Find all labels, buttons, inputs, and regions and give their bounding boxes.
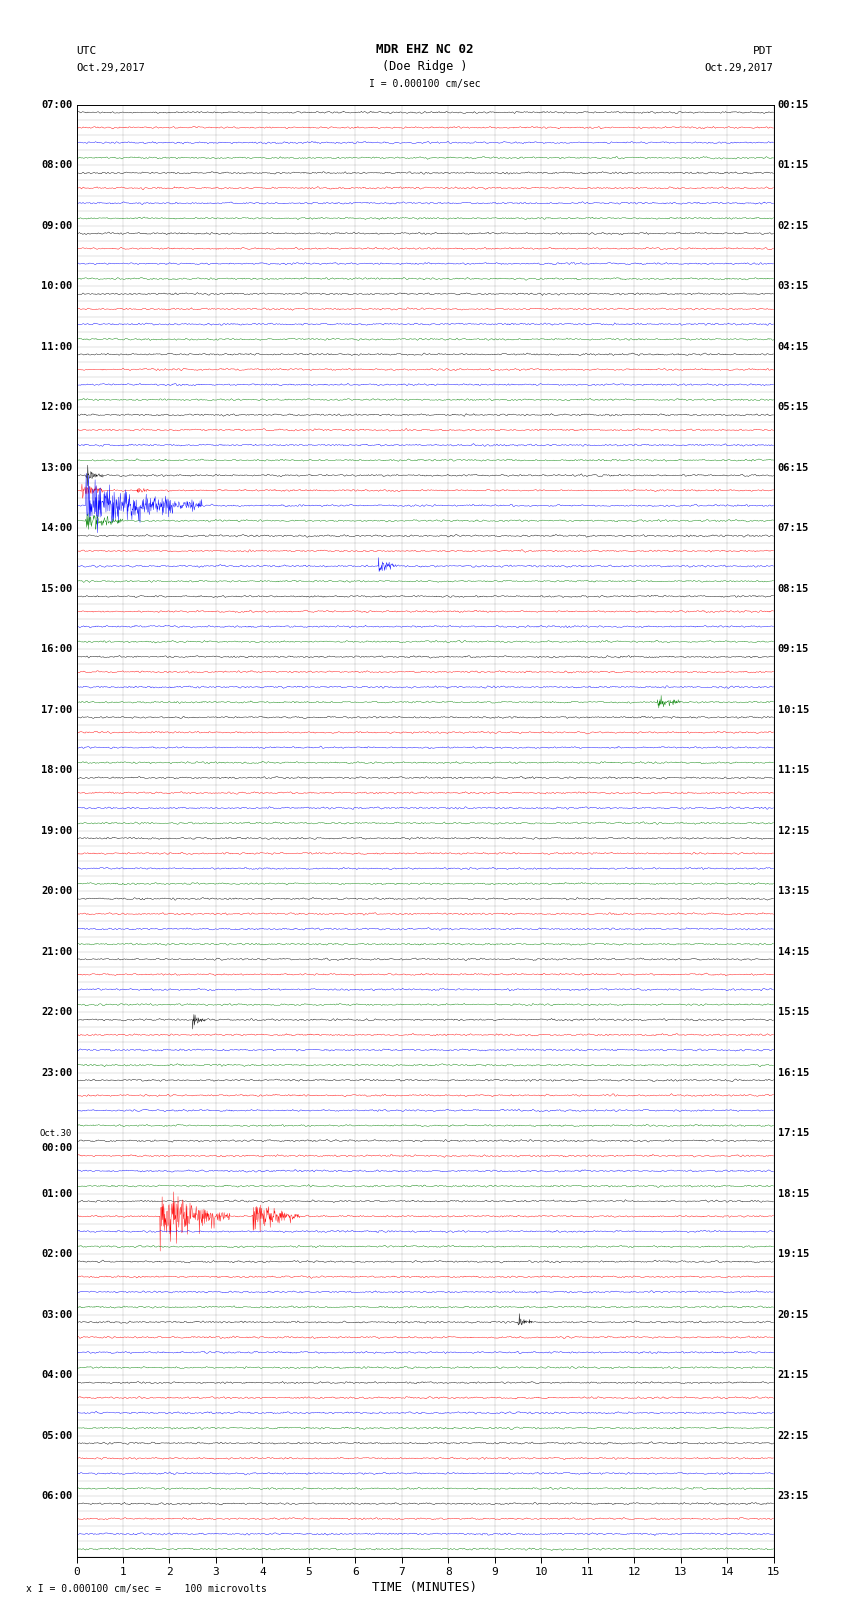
Text: 03:00: 03:00 bbox=[41, 1310, 72, 1319]
Text: 07:15: 07:15 bbox=[778, 523, 809, 534]
Text: 12:15: 12:15 bbox=[778, 826, 809, 836]
Text: 18:00: 18:00 bbox=[41, 765, 72, 776]
Text: 03:15: 03:15 bbox=[778, 281, 809, 292]
Text: 16:00: 16:00 bbox=[41, 644, 72, 655]
Text: 15:15: 15:15 bbox=[778, 1007, 809, 1018]
Text: 18:15: 18:15 bbox=[778, 1189, 809, 1198]
Text: x I = 0.000100 cm/sec =    100 microvolts: x I = 0.000100 cm/sec = 100 microvolts bbox=[26, 1584, 266, 1594]
Text: 01:15: 01:15 bbox=[778, 160, 809, 171]
Text: 12:00: 12:00 bbox=[41, 402, 72, 413]
Text: 08:00: 08:00 bbox=[41, 160, 72, 171]
Text: 17:15: 17:15 bbox=[778, 1127, 809, 1139]
Text: I = 0.000100 cm/sec: I = 0.000100 cm/sec bbox=[369, 79, 481, 89]
Text: 06:00: 06:00 bbox=[41, 1490, 72, 1502]
Text: 21:15: 21:15 bbox=[778, 1369, 809, 1381]
Text: 06:15: 06:15 bbox=[778, 463, 809, 473]
Text: 20:15: 20:15 bbox=[778, 1310, 809, 1319]
Text: 07:00: 07:00 bbox=[41, 100, 72, 110]
X-axis label: TIME (MINUTES): TIME (MINUTES) bbox=[372, 1581, 478, 1594]
Text: 22:15: 22:15 bbox=[778, 1431, 809, 1440]
Text: 00:15: 00:15 bbox=[778, 100, 809, 110]
Text: 14:15: 14:15 bbox=[778, 947, 809, 957]
Text: 16:15: 16:15 bbox=[778, 1068, 809, 1077]
Text: 17:00: 17:00 bbox=[41, 705, 72, 715]
Text: 21:00: 21:00 bbox=[41, 947, 72, 957]
Text: 13:00: 13:00 bbox=[41, 463, 72, 473]
Text: 09:15: 09:15 bbox=[778, 644, 809, 655]
Text: 10:00: 10:00 bbox=[41, 281, 72, 292]
Text: (Doe Ridge ): (Doe Ridge ) bbox=[382, 60, 468, 73]
Text: 13:15: 13:15 bbox=[778, 886, 809, 897]
Text: 19:00: 19:00 bbox=[41, 826, 72, 836]
Text: 08:15: 08:15 bbox=[778, 584, 809, 594]
Text: 00:00: 00:00 bbox=[41, 1144, 72, 1153]
Text: 23:15: 23:15 bbox=[778, 1490, 809, 1502]
Text: Oct.30: Oct.30 bbox=[40, 1129, 72, 1137]
Text: 04:00: 04:00 bbox=[41, 1369, 72, 1381]
Text: 15:00: 15:00 bbox=[41, 584, 72, 594]
Text: Oct.29,2017: Oct.29,2017 bbox=[76, 63, 145, 73]
Text: 14:00: 14:00 bbox=[41, 523, 72, 534]
Text: MDR EHZ NC 02: MDR EHZ NC 02 bbox=[377, 44, 473, 56]
Text: 01:00: 01:00 bbox=[41, 1189, 72, 1198]
Text: 19:15: 19:15 bbox=[778, 1248, 809, 1260]
Text: 11:15: 11:15 bbox=[778, 765, 809, 776]
Text: 02:00: 02:00 bbox=[41, 1248, 72, 1260]
Text: PDT: PDT bbox=[753, 47, 774, 56]
Text: 05:15: 05:15 bbox=[778, 402, 809, 413]
Text: Oct.29,2017: Oct.29,2017 bbox=[705, 63, 774, 73]
Text: 10:15: 10:15 bbox=[778, 705, 809, 715]
Text: 20:00: 20:00 bbox=[41, 886, 72, 897]
Text: 02:15: 02:15 bbox=[778, 221, 809, 231]
Text: 23:00: 23:00 bbox=[41, 1068, 72, 1077]
Text: 04:15: 04:15 bbox=[778, 342, 809, 352]
Text: UTC: UTC bbox=[76, 47, 97, 56]
Text: 05:00: 05:00 bbox=[41, 1431, 72, 1440]
Text: 11:00: 11:00 bbox=[41, 342, 72, 352]
Text: 09:00: 09:00 bbox=[41, 221, 72, 231]
Text: 22:00: 22:00 bbox=[41, 1007, 72, 1018]
